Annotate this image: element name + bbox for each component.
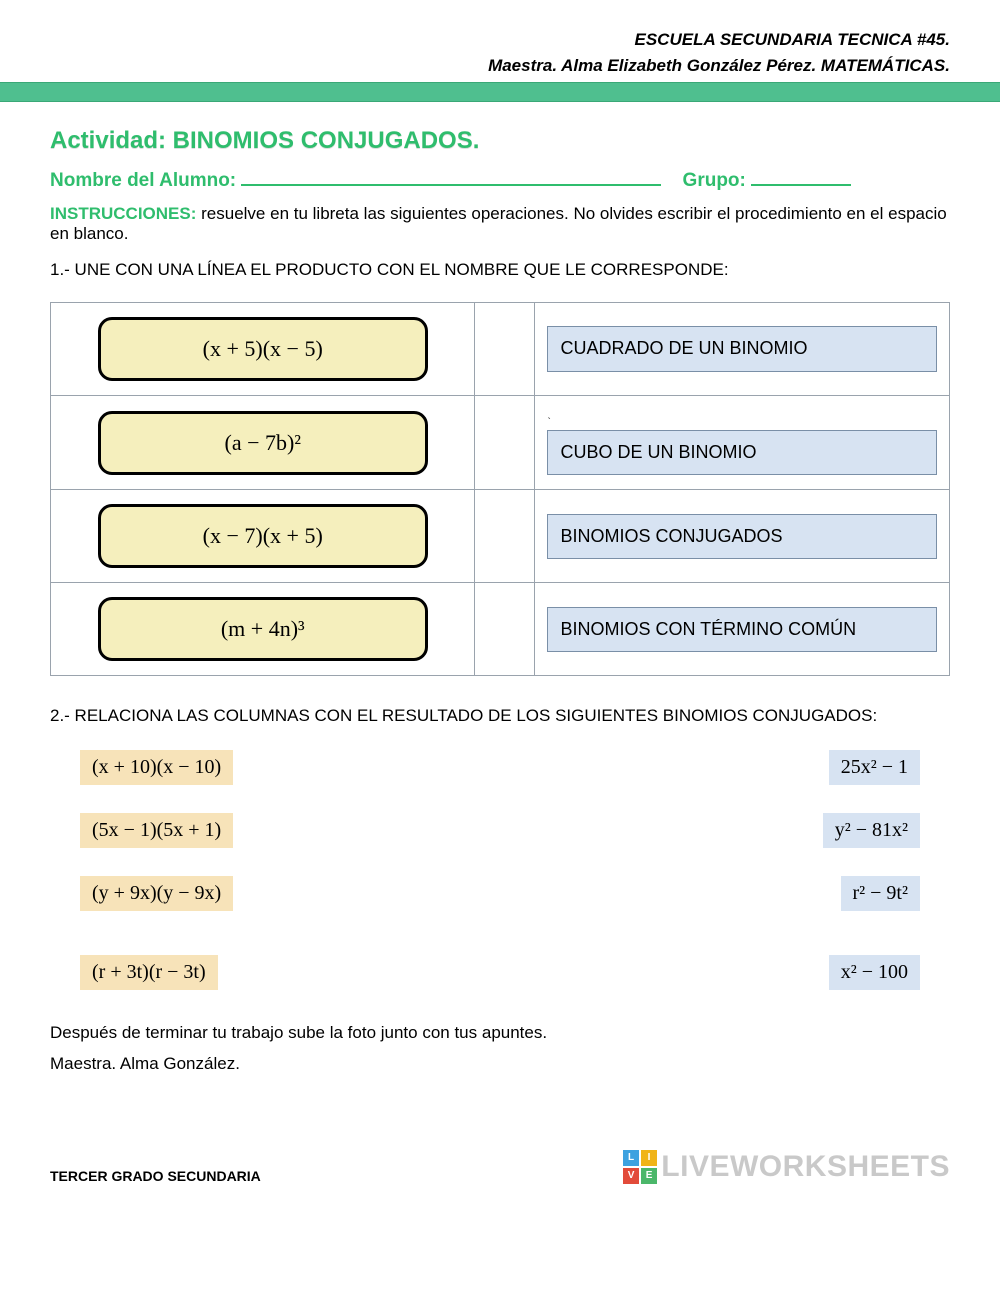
tick-mark: ` (547, 417, 550, 428)
relate-row: (y + 9x)(y − 9x) r² − 9t² (80, 876, 920, 911)
product-box-3[interactable]: (x − 7)(x + 5) (98, 504, 428, 568)
table-row: (x + 5)(x − 5) CUADRADO DE UN BINOMIO (51, 303, 950, 396)
name-box-3[interactable]: BINOMIOS CONJUGADOS (547, 514, 937, 559)
name-box-2[interactable]: CUBO DE UN BINOMIO (547, 430, 937, 475)
matching-table: (x + 5)(x − 5) CUADRADO DE UN BINOMIO (a… (50, 302, 950, 676)
product-box-2[interactable]: (a − 7b)² (98, 411, 428, 475)
name-box-1[interactable]: CUADRADO DE UN BINOMIO (547, 326, 937, 371)
relate-row: (5x − 1)(5x + 1) y² − 81x² (80, 813, 920, 848)
relate-columns: (x + 10)(x − 10) 25x² − 1 (5x − 1)(5x + … (50, 750, 950, 990)
product-box-4[interactable]: (m + 4n)³ (98, 597, 428, 661)
watermark-text: LIVEWORKSHEETS (661, 1150, 950, 1184)
footer-left: TERCER GRADO SECUNDARIA (50, 1168, 261, 1184)
green-divider-bar (0, 82, 1000, 102)
school-header-line1: ESCUELA SECUNDARIA TECNICA #45. (50, 30, 950, 50)
right-expr-3[interactable]: r² − 9t² (841, 876, 921, 911)
name-box-4[interactable]: BINOMIOS CON TÉRMINO COMÚN (547, 607, 937, 652)
school-header-line2: Maestra. Alma Elizabeth González Pérez. … (50, 56, 950, 76)
right-expr-2[interactable]: y² − 81x² (823, 813, 920, 848)
nombre-label: Nombre del Alumno: (50, 170, 236, 191)
closing-line-2: Maestra. Alma González. (50, 1049, 950, 1080)
right-expr-4[interactable]: x² − 100 (829, 955, 920, 990)
activity-title: Actividad: BINOMIOS CONJUGADOS. (50, 127, 950, 155)
grupo-blank[interactable] (751, 169, 851, 186)
instructions-label: INSTRUCCIONES: (50, 204, 196, 223)
left-expr-1[interactable]: (x + 10)(x − 10) (80, 750, 233, 785)
closing-line-1: Después de terminar tu trabajo sube la f… (50, 1018, 950, 1049)
product-box-1[interactable]: (x + 5)(x − 5) (98, 317, 428, 381)
relate-row: (r + 3t)(r − 3t) x² − 100 (80, 955, 920, 990)
footer: TERCER GRADO SECUNDARIA LIVE LIVEWORKSHE… (50, 1150, 950, 1184)
liveworksheets-watermark: LIVE LIVEWORKSHEETS (623, 1150, 950, 1184)
grupo-label: Grupo: (683, 170, 746, 191)
student-name-row: Nombre del Alumno: Grupo: (50, 169, 950, 192)
table-row: (m + 4n)³ BINOMIOS CON TÉRMINO COMÚN (51, 583, 950, 676)
table-row: (x − 7)(x + 5) BINOMIOS CONJUGADOS (51, 490, 950, 583)
left-expr-4[interactable]: (r + 3t)(r − 3t) (80, 955, 218, 990)
instructions: INSTRUCCIONES: resuelve en tu libreta la… (50, 204, 950, 244)
relate-row: (x + 10)(x − 10) 25x² − 1 (80, 750, 920, 785)
left-expr-2[interactable]: (5x − 1)(5x + 1) (80, 813, 233, 848)
question-1-text: 1.- UNE CON UNA LÍNEA EL PRODUCTO CON EL… (50, 260, 950, 280)
nombre-blank[interactable] (241, 169, 661, 186)
left-expr-3[interactable]: (y + 9x)(y − 9x) (80, 876, 233, 911)
question-2-text: 2.- RELACIONA LAS COLUMNAS CON EL RESULT… (50, 706, 950, 726)
table-row: (a − 7b)² ` CUBO DE UN BINOMIO (51, 396, 950, 490)
watermark-badge-icon: LIVE (623, 1150, 657, 1184)
closing-text: Después de terminar tu trabajo sube la f… (50, 1018, 950, 1079)
right-expr-1[interactable]: 25x² − 1 (829, 750, 920, 785)
